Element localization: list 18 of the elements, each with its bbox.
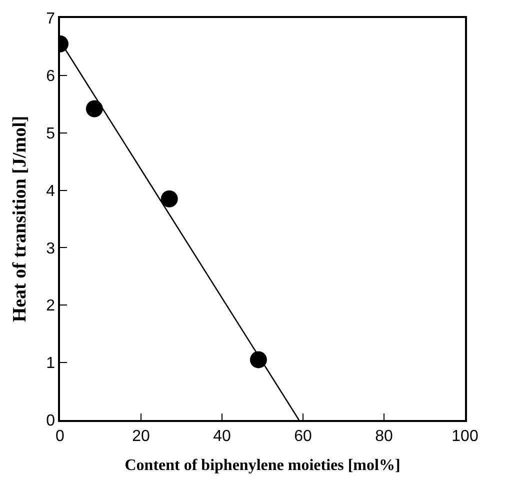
x-axis-title: Content of biphenylene moieties [mol%] [124, 457, 400, 474]
y-tick-label: 3 [46, 240, 56, 258]
y-tick-label: 7 [46, 10, 56, 28]
point [86, 100, 103, 118]
y-tick-label: 5 [46, 125, 56, 142]
y-tick-label: 1 [46, 355, 56, 372]
y-tick-label: 0 [46, 412, 56, 430]
y-tick-label: 2 [46, 298, 56, 315]
x-tick-label: 60 [294, 428, 312, 445]
y-tick-label: 6 [46, 68, 56, 86]
point [160, 190, 178, 208]
y-tick-label: 4 [46, 182, 56, 200]
x-tick-label: 20 [132, 428, 150, 445]
x-tick-label: 100 [452, 428, 478, 445]
x-tick-label: 80 [375, 428, 393, 445]
x-tick-label: 40 [213, 428, 231, 445]
point [250, 351, 267, 368]
y-axis-title: Heat of transition [J/mol] [9, 116, 30, 322]
